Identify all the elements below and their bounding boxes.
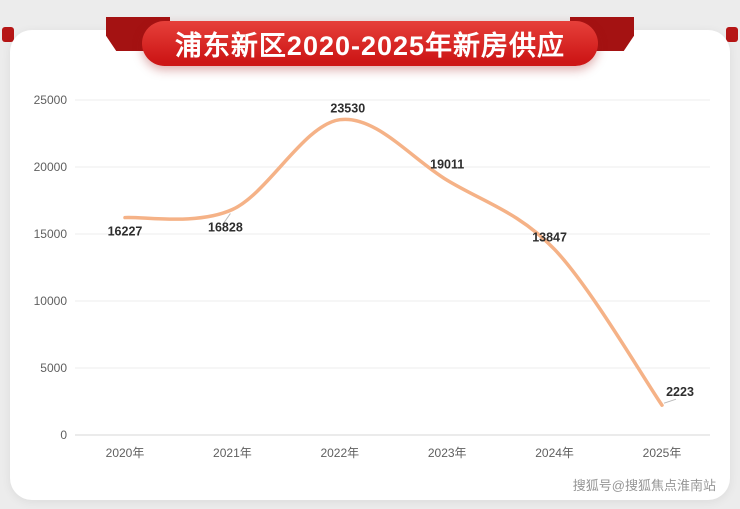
corner-decoration-left <box>2 27 14 42</box>
line-chart: 0 5000 10000 15000 20000 25000 2020年 2021年 2022年… <box>34 93 710 460</box>
y-axis-label: 20000 <box>34 160 68 174</box>
corner-decoration-right <box>726 27 738 42</box>
label-leader-line <box>663 398 677 404</box>
data-label: 19011 <box>430 157 464 171</box>
y-axis-label: 0 <box>60 428 67 442</box>
series-line <box>123 117 664 407</box>
y-axis-label: 10000 <box>34 294 68 308</box>
data-label: 2223 <box>666 385 694 399</box>
x-axis-label: 2021年 <box>213 446 252 460</box>
title-ribbon: 浦东新区2020-2025年新房供应 <box>106 17 634 66</box>
data-label: 16828 <box>208 221 243 235</box>
data-label: 13847 <box>532 230 567 244</box>
ribbon-banner: 浦东新区2020-2025年新房供应 <box>142 21 598 66</box>
label-leader-line <box>222 213 231 224</box>
x-axis-label: 2024年 <box>535 446 574 460</box>
watermark: 搜狐号@搜狐焦点淮南站 <box>572 478 716 493</box>
y-axis-label: 15000 <box>34 227 68 241</box>
y-axis-label: 5000 <box>40 361 67 375</box>
x-axis-label: 2020年 <box>106 446 145 460</box>
x-axis-label: 2023年 <box>428 446 467 460</box>
data-label: 16227 <box>108 225 143 239</box>
x-axis-label: 2022年 <box>320 446 359 460</box>
x-axis-label: 2025年 <box>643 446 682 460</box>
chart-card: 浦东新区2020-2025年新房供应 0 5000 10000 15000 20000 2… <box>10 17 730 500</box>
y-axis-label: 25000 <box>34 93 68 107</box>
chart-title: 浦东新区2020-2025年新房供应 <box>174 31 566 61</box>
data-label: 23530 <box>330 102 365 116</box>
